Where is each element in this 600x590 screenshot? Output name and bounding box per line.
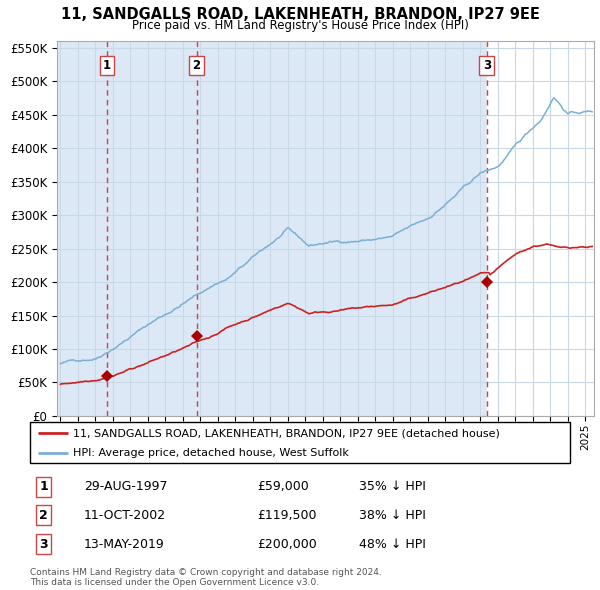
Text: 11, SANDGALLS ROAD, LAKENHEATH, BRANDON, IP27 9EE (detached house): 11, SANDGALLS ROAD, LAKENHEATH, BRANDON,…	[73, 428, 500, 438]
Text: 11, SANDGALLS ROAD, LAKENHEATH, BRANDON, IP27 9EE: 11, SANDGALLS ROAD, LAKENHEATH, BRANDON,…	[61, 7, 539, 22]
Text: 38% ↓ HPI: 38% ↓ HPI	[359, 509, 426, 522]
Text: 1: 1	[39, 480, 48, 493]
Text: HPI: Average price, detached house, West Suffolk: HPI: Average price, detached house, West…	[73, 448, 349, 458]
Text: 11-OCT-2002: 11-OCT-2002	[84, 509, 166, 522]
Text: £200,000: £200,000	[257, 537, 317, 551]
Text: 3: 3	[39, 537, 48, 551]
Text: Price paid vs. HM Land Registry's House Price Index (HPI): Price paid vs. HM Land Registry's House …	[131, 19, 469, 32]
Text: £119,500: £119,500	[257, 509, 316, 522]
Text: 2: 2	[193, 59, 200, 72]
Text: £59,000: £59,000	[257, 480, 308, 493]
Text: 3: 3	[483, 59, 491, 72]
FancyBboxPatch shape	[30, 422, 570, 463]
Text: Contains HM Land Registry data © Crown copyright and database right 2024.
This d: Contains HM Land Registry data © Crown c…	[30, 568, 382, 587]
Bar	[487, 41, 600, 416]
Text: 13-MAY-2019: 13-MAY-2019	[84, 537, 165, 551]
Text: 2: 2	[39, 509, 48, 522]
Text: 1: 1	[103, 59, 111, 72]
Text: 48% ↓ HPI: 48% ↓ HPI	[359, 537, 426, 551]
Text: 35% ↓ HPI: 35% ↓ HPI	[359, 480, 426, 493]
Text: 29-AUG-1997: 29-AUG-1997	[84, 480, 167, 493]
